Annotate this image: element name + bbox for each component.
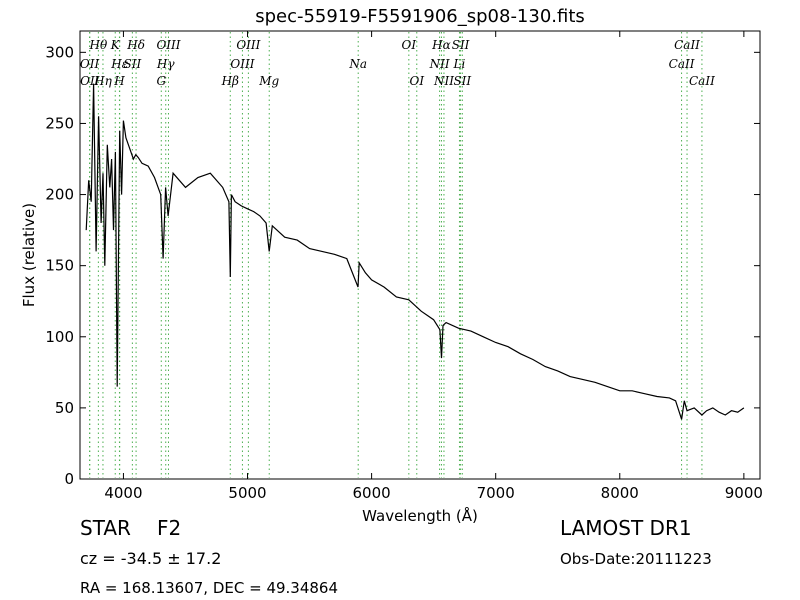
x-tick-label: 9000 <box>725 484 763 502</box>
spectral-line-label: OII <box>80 74 100 88</box>
spectral-line-label: CaII <box>674 38 700 52</box>
observation-date: Obs-Date:20111223 <box>560 550 712 568</box>
x-tick-label: 7000 <box>477 484 515 502</box>
y-axis-label: Flux (relative) <box>20 203 38 307</box>
spectral-line-label: H <box>113 74 125 88</box>
spectral-line-label: Hε <box>110 57 128 71</box>
spectral-line-label: CaII <box>669 57 695 71</box>
spectrum-line <box>85 83 745 420</box>
spectral-line-label: SII <box>452 38 470 52</box>
spectral-line-label: Li <box>453 57 466 71</box>
y-tick-label: 300 <box>45 43 74 61</box>
spectral-line-label: OIII <box>236 38 260 52</box>
x-axis-label: Wavelength (Å) <box>362 506 478 525</box>
spectral-line-label: NII <box>429 57 450 71</box>
x-axis-ticks: 4000 5000 6000 7000 8000 9000 <box>104 31 763 502</box>
spectral-line-label: Hθ <box>89 38 108 52</box>
spectral-line-label: Mg <box>258 74 279 88</box>
spectral-line-label: OIII <box>230 57 254 71</box>
spectral-line-label: SII <box>453 74 471 88</box>
spectral-line-label: OIII <box>156 38 180 52</box>
spectral-line-label: OII <box>80 57 100 71</box>
y-tick-label: 0 <box>64 470 74 488</box>
x-tick-label: 8000 <box>601 484 639 502</box>
spectral-line-label: Na <box>348 57 367 71</box>
y-tick-label: 50 <box>55 399 74 417</box>
object-class: STAR <box>80 516 131 540</box>
spectral-line-label: G <box>156 74 166 88</box>
y-tick-label: 200 <box>45 186 74 204</box>
spectral-line-label: OI <box>402 38 417 52</box>
spectral-line-label: NII <box>433 74 454 88</box>
spectral-line-label: Hα <box>431 38 451 52</box>
survey-name: LAMOST DR1 <box>560 516 692 540</box>
y-tick-label: 100 <box>45 328 74 346</box>
x-tick-label: 6000 <box>353 484 391 502</box>
plot-frame <box>79 30 761 480</box>
spectral-line-label: Hη <box>93 74 112 88</box>
spectral-line-label: OI <box>409 74 424 88</box>
spectral-line-label: SII <box>124 57 142 71</box>
object-subclass: F2 <box>157 516 182 540</box>
spectral-line-label: Hγ <box>156 57 175 71</box>
x-tick-label: 5000 <box>228 484 266 502</box>
coordinates-info: RA = 168.13607, DEC = 49.34864 <box>80 579 339 597</box>
y-tick-label: 150 <box>45 257 74 275</box>
spectral-line-markers <box>89 32 703 478</box>
redshift-info: cz = -34.5 ± 17.2 <box>80 549 222 568</box>
spectral-line-label: CaII <box>689 74 715 88</box>
y-axis-ticks: 0 50 100 150 200 250 300 <box>45 43 760 488</box>
spectral-line-label: Hβ <box>221 74 239 88</box>
spectral-line-label: Hδ <box>126 38 145 52</box>
spectral-line-labels: HθOIIOIIHηKHεHSIIHδGHγOIIIHβOIIIOIIIMgNa… <box>80 38 715 88</box>
x-tick-label: 4000 <box>104 484 142 502</box>
spectral-line-label: K <box>110 38 121 52</box>
y-tick-label: 250 <box>45 114 74 132</box>
chart-title: spec-55919-F5591906_sp08-130.fits <box>255 6 585 27</box>
